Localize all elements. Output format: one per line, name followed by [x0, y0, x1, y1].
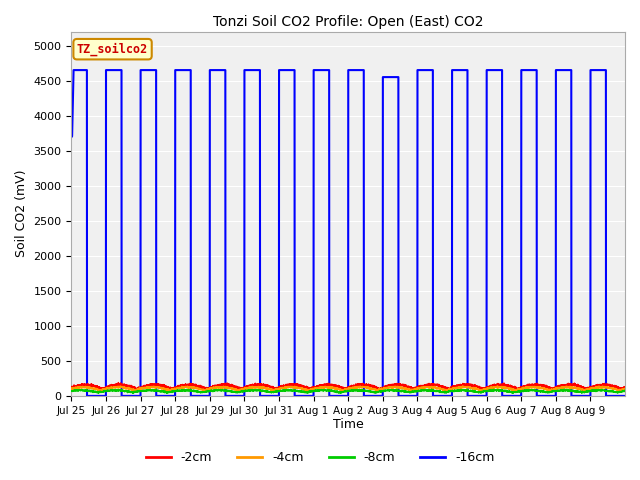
Legend: -2cm, -4cm, -8cm, -16cm: -2cm, -4cm, -8cm, -16cm [141, 446, 499, 469]
Y-axis label: Soil CO2 (mV): Soil CO2 (mV) [15, 170, 28, 257]
Title: Tonzi Soil CO2 Profile: Open (East) CO2: Tonzi Soil CO2 Profile: Open (East) CO2 [213, 15, 483, 29]
Text: TZ_soilco2: TZ_soilco2 [77, 43, 148, 56]
X-axis label: Time: Time [333, 419, 364, 432]
